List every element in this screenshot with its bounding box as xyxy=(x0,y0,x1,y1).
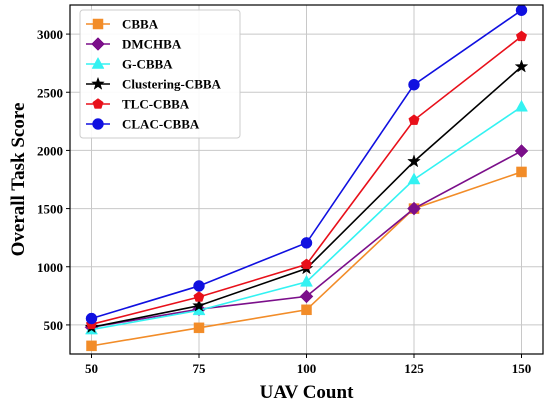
data-point xyxy=(300,258,313,270)
y-axis: 500 1000 1500 2000 2500 3000 xyxy=(37,27,70,333)
legend-marker xyxy=(91,37,105,51)
data-point xyxy=(85,312,98,325)
data-point xyxy=(514,144,529,158)
series-clac-cbba xyxy=(85,4,528,325)
legend-marker xyxy=(92,98,104,109)
legend-marker xyxy=(91,76,105,90)
series-layer xyxy=(84,4,529,352)
data-point xyxy=(514,59,529,73)
x-tick-label: 100 xyxy=(297,361,317,376)
data-point xyxy=(407,201,421,216)
y-tick-label: 1000 xyxy=(37,260,63,275)
data-point xyxy=(408,78,420,91)
y-tick-label: 1500 xyxy=(37,202,63,217)
series-cbba xyxy=(86,166,527,352)
y-tick-label: 2500 xyxy=(37,85,63,100)
data-point xyxy=(516,166,527,178)
data-point xyxy=(300,237,313,249)
x-axis-label: UAV Count xyxy=(260,382,354,403)
data-point xyxy=(407,154,421,168)
data-point xyxy=(515,4,528,16)
data-point xyxy=(193,291,205,302)
y-tick-label: 2000 xyxy=(37,143,63,158)
legend-item: G-CBBA xyxy=(86,57,173,72)
legend-item: Clustering-CBBA xyxy=(86,77,222,92)
x-axis: 50 75 100 125 150 xyxy=(85,354,531,376)
x-tick-label: 50 xyxy=(85,361,98,376)
legend-item: CBBA xyxy=(86,17,159,32)
legend-item: CLAC-CBBA xyxy=(86,117,200,132)
data-point xyxy=(515,30,528,42)
legend-label: DMCHBA xyxy=(122,37,182,52)
series-tlc-cbba xyxy=(85,30,528,330)
x-tick-label: 125 xyxy=(404,361,424,376)
legend-item: DMCHBA xyxy=(86,37,182,52)
x-tick-label: 75 xyxy=(193,361,207,376)
data-point xyxy=(408,114,420,125)
y-tick-label: 500 xyxy=(44,318,64,333)
data-point xyxy=(86,340,97,352)
legend-label: TLC-CBBA xyxy=(122,97,190,112)
legend-label: Clustering-CBBA xyxy=(122,77,222,92)
legend-marker xyxy=(92,118,104,130)
y-axis-label: Overall Task Score xyxy=(8,103,29,257)
data-point xyxy=(300,274,313,287)
data-point xyxy=(515,99,528,112)
data-point xyxy=(193,322,205,334)
legend-item: TLC-CBBA xyxy=(86,97,190,112)
data-point xyxy=(193,280,205,292)
data-point xyxy=(301,304,312,316)
data-point xyxy=(192,298,206,312)
legend-marker xyxy=(91,56,105,69)
legend-label: G-CBBA xyxy=(122,57,173,72)
legend-label: CBBA xyxy=(122,17,159,32)
legend-label: CLAC-CBBA xyxy=(122,117,200,132)
x-tick-label: 150 xyxy=(512,361,532,376)
data-point xyxy=(299,289,314,304)
legend: CBBA DMCHBA G-CBBA Clustering-CBBA TLC-CBBA C… xyxy=(79,9,241,139)
data-point xyxy=(407,172,421,185)
legend-marker xyxy=(92,18,104,30)
legend-box xyxy=(79,9,241,139)
y-tick-label: 3000 xyxy=(37,27,63,42)
